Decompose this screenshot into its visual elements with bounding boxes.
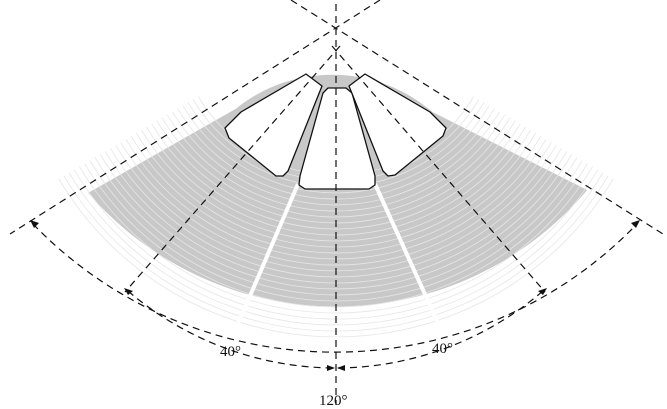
sensor-housing-center <box>298 87 376 190</box>
coverage-ring <box>182 105 490 194</box>
coverage-ring <box>120 142 552 266</box>
angle-label-right: 40° <box>432 341 453 357</box>
left-divider-ray <box>124 45 341 293</box>
coverage-ring <box>151 123 521 230</box>
left-edge-ray <box>9 0 381 235</box>
construction-lines <box>9 0 664 405</box>
coverage-ring <box>99 154 573 290</box>
dimension-arc-40-left <box>127 290 335 369</box>
coverage-sector-area <box>88 74 588 307</box>
dimension-arcs <box>32 223 638 369</box>
sector-divider-right <box>373 183 440 324</box>
coverage-ring <box>161 117 511 218</box>
coverage-ring <box>79 166 593 314</box>
right-edge-ray <box>290 0 664 235</box>
angle-label-total: 120° <box>319 393 348 409</box>
coverage-ring <box>172 111 500 206</box>
coverage-ring <box>89 160 583 302</box>
arrowhead-40-right-outer <box>538 288 547 295</box>
arrowhead-40-left-inner <box>327 365 335 371</box>
coverage-ring <box>110 148 562 278</box>
coverage-ring <box>58 178 614 338</box>
coverage-ring <box>130 135 542 254</box>
angle-label-left: 40° <box>220 344 241 360</box>
arrowheads <box>30 220 640 371</box>
coverage-ring <box>68 172 604 326</box>
arrowhead-40-right-inner <box>337 365 345 371</box>
coverage-ring <box>141 129 531 242</box>
sector-divider-left <box>236 183 300 325</box>
arrowhead-120-left <box>30 220 39 228</box>
right-divider-ray <box>331 45 546 293</box>
arrowhead-120-right <box>631 220 640 228</box>
coverage-fan <box>58 74 614 338</box>
coverage-rings <box>58 96 614 338</box>
dimension-arc-120 <box>32 223 638 353</box>
arrowhead-40-left-outer <box>124 288 133 295</box>
